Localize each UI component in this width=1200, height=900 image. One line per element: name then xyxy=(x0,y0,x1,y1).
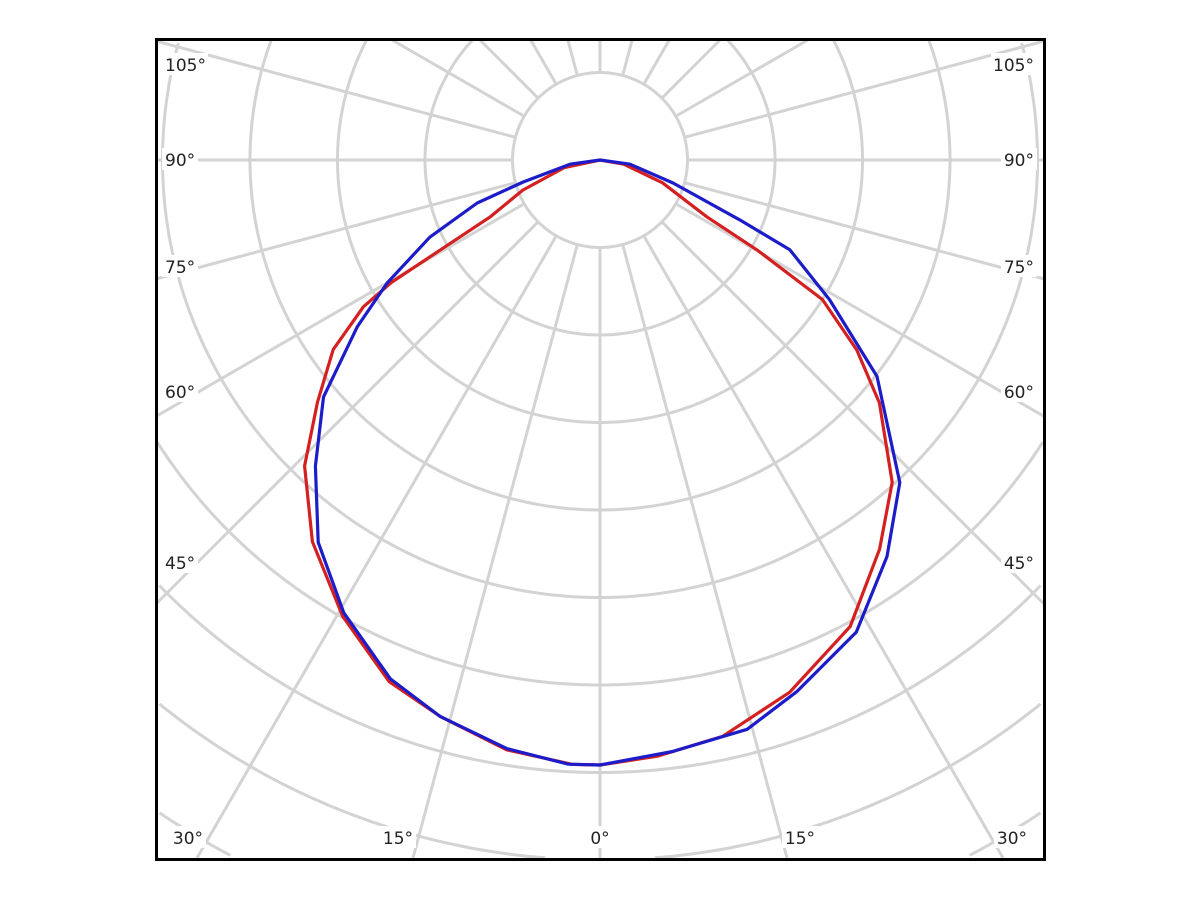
label-background xyxy=(1001,380,1037,402)
angle-labels: 105° 90° 75° 60° 45° 105° 90° 75° 60° 45° 30° 15° 0°… xyxy=(162,53,1037,849)
label-background xyxy=(991,53,1037,75)
angle-label-right: 105° xyxy=(993,56,1034,76)
grid-radial-line xyxy=(675,202,1045,418)
grid-radial-line xyxy=(391,38,525,118)
grid-radial-line xyxy=(642,39,671,85)
label-background xyxy=(380,826,416,848)
grid-radial-line xyxy=(684,39,1045,139)
label-background xyxy=(1001,551,1037,573)
grid-radial-line xyxy=(621,39,634,76)
grid-radial-line xyxy=(684,181,1045,281)
angle-label-left: 60° xyxy=(165,383,195,403)
grid-radial-line xyxy=(660,220,1046,606)
polar-grid xyxy=(155,38,1046,860)
label-background xyxy=(782,826,818,848)
angle-label-bottom: 15° xyxy=(383,829,413,849)
angle-label-right: 60° xyxy=(1004,383,1034,403)
label-background xyxy=(162,380,198,402)
label-background xyxy=(162,148,198,170)
label-background xyxy=(1001,255,1037,277)
intensity-curves xyxy=(303,158,902,767)
grid-ring xyxy=(158,584,1042,774)
grid-radial-line xyxy=(529,39,558,85)
angle-label-bottom: 0° xyxy=(590,829,609,849)
label-background xyxy=(162,255,198,277)
chart-frame xyxy=(155,38,1046,861)
angle-label-right: 45° xyxy=(1004,554,1034,574)
label-background xyxy=(162,53,208,75)
angle-label-bottom: 30° xyxy=(173,829,203,849)
grid-radial-line xyxy=(155,220,540,605)
angle-label-left: 90° xyxy=(165,151,195,171)
grid-radial-line xyxy=(156,39,516,139)
grid-ring xyxy=(248,39,952,512)
grid-ring xyxy=(161,42,1039,599)
angle-label-bottom: 30° xyxy=(997,829,1027,849)
angle-label-left: 75° xyxy=(165,258,195,278)
grid-radial-line xyxy=(156,202,525,418)
grid-radial-line xyxy=(642,235,1005,859)
label-background xyxy=(170,826,206,848)
grid-radial-line xyxy=(478,38,540,100)
grid-radial-line xyxy=(621,244,789,859)
angle-label-bottom: 15° xyxy=(785,829,815,849)
intensity-curve-2 xyxy=(313,158,902,767)
label-background xyxy=(162,551,198,573)
angle-label-left: 45° xyxy=(165,554,195,574)
angle-label-right: 75° xyxy=(1004,258,1034,278)
label-background xyxy=(1001,148,1037,170)
grid-ring xyxy=(158,702,1042,860)
intensity-curve-1 xyxy=(303,158,894,767)
grid-radial-line xyxy=(566,39,579,76)
angle-label-right: 90° xyxy=(1004,151,1034,171)
grid-radial-line xyxy=(675,38,809,118)
grid-radial-line xyxy=(660,38,722,100)
label-background xyxy=(994,826,1030,848)
grid-radial-line xyxy=(411,244,579,859)
label-background xyxy=(587,826,613,848)
angle-label-left: 105° xyxy=(165,56,206,76)
grid-radial-line xyxy=(195,235,558,859)
grid-radial-line xyxy=(156,181,516,281)
